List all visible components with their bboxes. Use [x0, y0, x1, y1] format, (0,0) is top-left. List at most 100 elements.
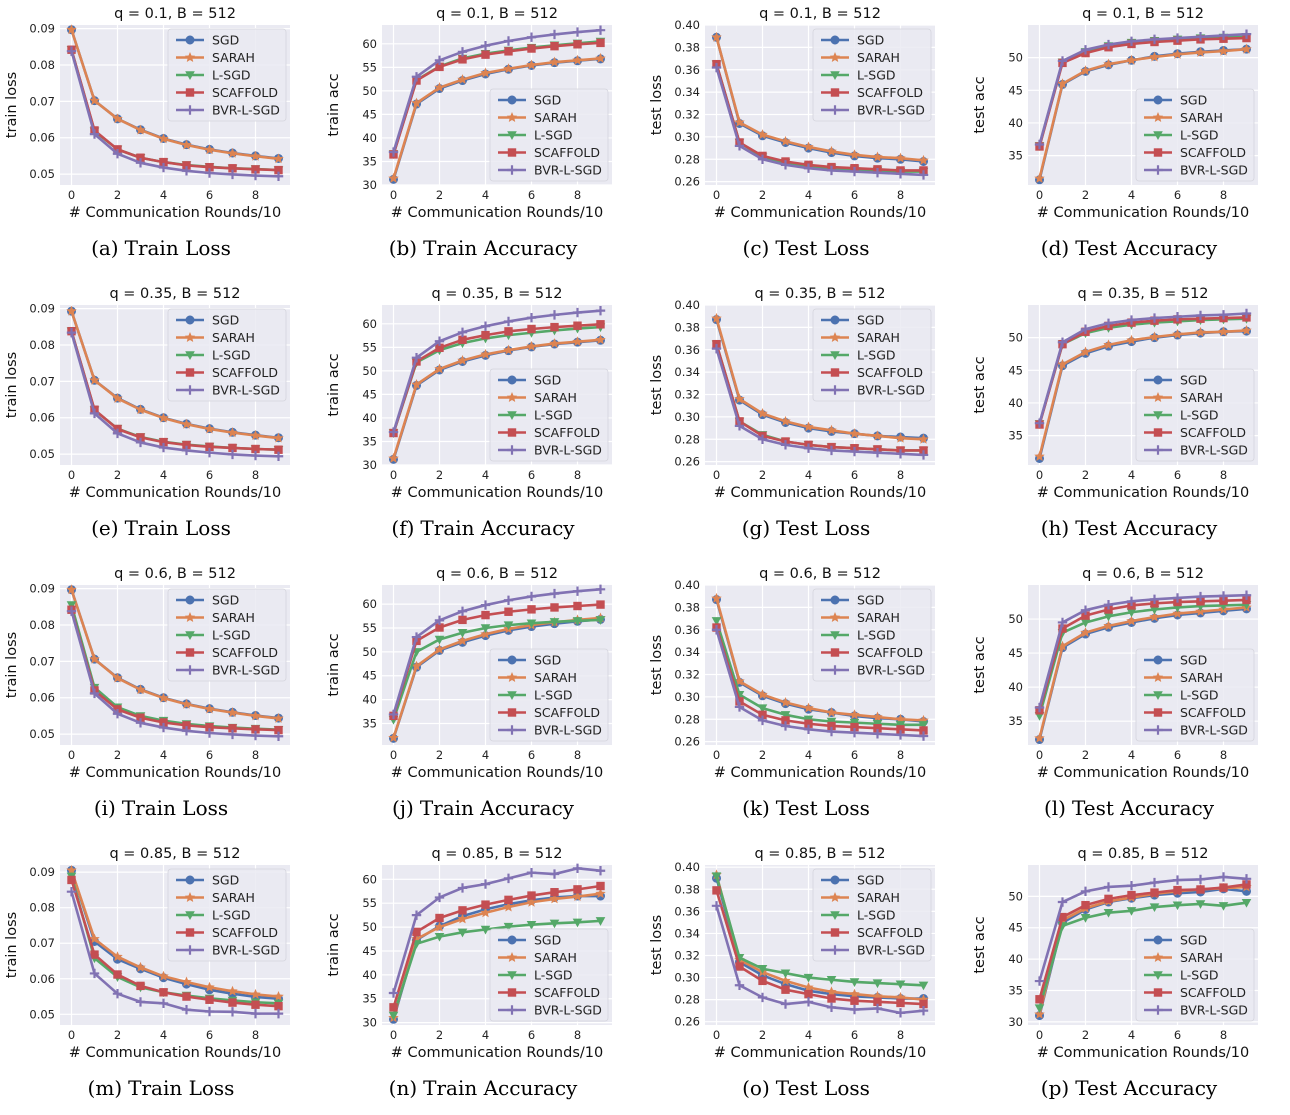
data-point	[181, 166, 192, 176]
data-point	[480, 348, 491, 359]
legend-marker	[506, 112, 518, 122]
y-tick-label: 45	[1008, 921, 1023, 935]
series-scaffold	[67, 875, 283, 1011]
y-tick-label: 40	[1008, 396, 1023, 410]
y-tick-label: 0.07	[29, 936, 55, 950]
series-bvr-l-sgd	[66, 327, 284, 461]
y-tick-label: 30	[1008, 1015, 1023, 1029]
legend: SGD SARAH L-SGD SCAFFOLD BVR-L-SGD	[489, 928, 609, 1022]
legend-entry: BVR-L-SGD	[1180, 723, 1248, 738]
data-point	[250, 430, 261, 440]
legend-marker	[1153, 95, 1163, 105]
series-line	[392, 919, 601, 1016]
data-point	[503, 595, 514, 605]
series-sarah	[66, 24, 284, 164]
y-tick-label: 50	[1008, 331, 1023, 345]
data-point	[826, 976, 837, 985]
data-point	[804, 719, 813, 728]
y-tick-label: 0.09	[29, 582, 55, 596]
data-point	[228, 164, 237, 173]
data-point	[595, 888, 606, 899]
data-point	[457, 355, 468, 365]
data-point	[734, 393, 745, 404]
y-tick-label: 45	[362, 387, 377, 401]
series-line	[70, 589, 279, 720]
legend-entry: SARAH	[212, 330, 255, 345]
y-tick-label: 0.08	[29, 618, 55, 632]
caption-label: (f)	[391, 516, 415, 540]
legend-marker	[184, 332, 196, 342]
caption-label: (k)	[742, 796, 770, 820]
data-point	[66, 327, 77, 338]
x-tick-label: 6	[528, 748, 535, 762]
caption-label: (d)	[1040, 236, 1070, 260]
data-point	[780, 969, 791, 979]
data-point	[549, 919, 560, 929]
series-line	[1038, 883, 1247, 1000]
x-tick-label: 8	[1220, 748, 1227, 762]
legend-marker	[830, 631, 840, 640]
y-axis-label: test acc	[972, 636, 988, 693]
data-point	[1103, 318, 1114, 328]
data-point	[918, 154, 929, 165]
data-point	[550, 322, 559, 332]
data-point	[757, 965, 768, 974]
legend-entry: SCAFFOLD	[212, 85, 278, 100]
y-tick-label: 35	[362, 434, 377, 448]
y-tick-label: 0.36	[674, 623, 700, 637]
data-point	[480, 321, 491, 331]
data-point	[273, 1008, 284, 1019]
series-scaffold	[389, 881, 605, 1012]
data-point	[457, 606, 468, 616]
series-line	[1038, 603, 1247, 717]
legend-entry: BVR-L-SGD	[212, 103, 280, 118]
chart-svg: 0.26 0.28 0.30 0.32 0.34 0.36 0.38 0.40 0 2 4 6 8 q =…	[649, 566, 935, 781]
legend-entry: SGD	[534, 93, 561, 108]
data-point	[503, 621, 514, 631]
legend-box	[1135, 928, 1255, 1022]
series-sarah	[66, 864, 284, 1002]
legend-entry: SGD	[1180, 653, 1207, 668]
data-point	[503, 873, 514, 884]
data-point	[251, 1000, 260, 1009]
data-point	[181, 139, 192, 150]
x-tick-label: 0	[713, 1028, 720, 1042]
data-point	[135, 684, 146, 695]
series-line	[70, 49, 279, 172]
series-line	[715, 67, 924, 177]
data-point	[388, 427, 399, 437]
data-point	[481, 50, 490, 59]
x-tick-label: 0	[390, 1028, 397, 1042]
data-point	[1103, 612, 1114, 622]
data-point	[411, 379, 422, 389]
chart-svg: 0.05 0.06 0.07 0.08 0.09 0 2 4 6 8 q = 0.35, B = 5…	[4, 286, 290, 501]
data-point	[1195, 46, 1206, 57]
legend-entry: BVR-L-SGD	[534, 723, 602, 738]
data-point	[757, 408, 768, 418]
data-point	[1172, 48, 1183, 59]
x-axis-label: # Communication Rounds/10	[69, 205, 281, 221]
y-tick-label: 0.40	[674, 860, 700, 874]
chart-title: q = 0.1, B = 512	[114, 6, 236, 22]
legend-marker	[507, 971, 517, 980]
y-tick-label: 60	[362, 37, 377, 51]
legend-marker	[506, 952, 518, 962]
data-point	[458, 55, 467, 64]
data-point	[527, 324, 536, 334]
legend-entry: SCAFFOLD	[1180, 985, 1246, 1000]
chart-panel-h: 35 40 45 50 0 2 4 6 8 q = 0.35, B = 512 # Communic…	[968, 280, 1290, 555]
legend-marker	[1153, 725, 1163, 735]
series-bvr-l-sgd	[711, 625, 929, 741]
data-point	[1126, 315, 1137, 325]
x-tick-label: 8	[574, 748, 581, 762]
data-point	[550, 41, 559, 51]
series-line	[392, 603, 601, 717]
x-tick-label: 2	[114, 188, 121, 202]
legend-marker	[1152, 112, 1164, 122]
y-tick-label: 0.07	[29, 94, 55, 108]
series-line	[715, 627, 924, 732]
x-tick-label: 8	[1220, 1028, 1227, 1042]
legend-entry: BVR-L-SGD	[1180, 443, 1248, 458]
legend: SGD SARAH L-SGD SCAFFOLD BVR-L-SGD	[167, 588, 287, 682]
legend-marker	[185, 911, 195, 920]
